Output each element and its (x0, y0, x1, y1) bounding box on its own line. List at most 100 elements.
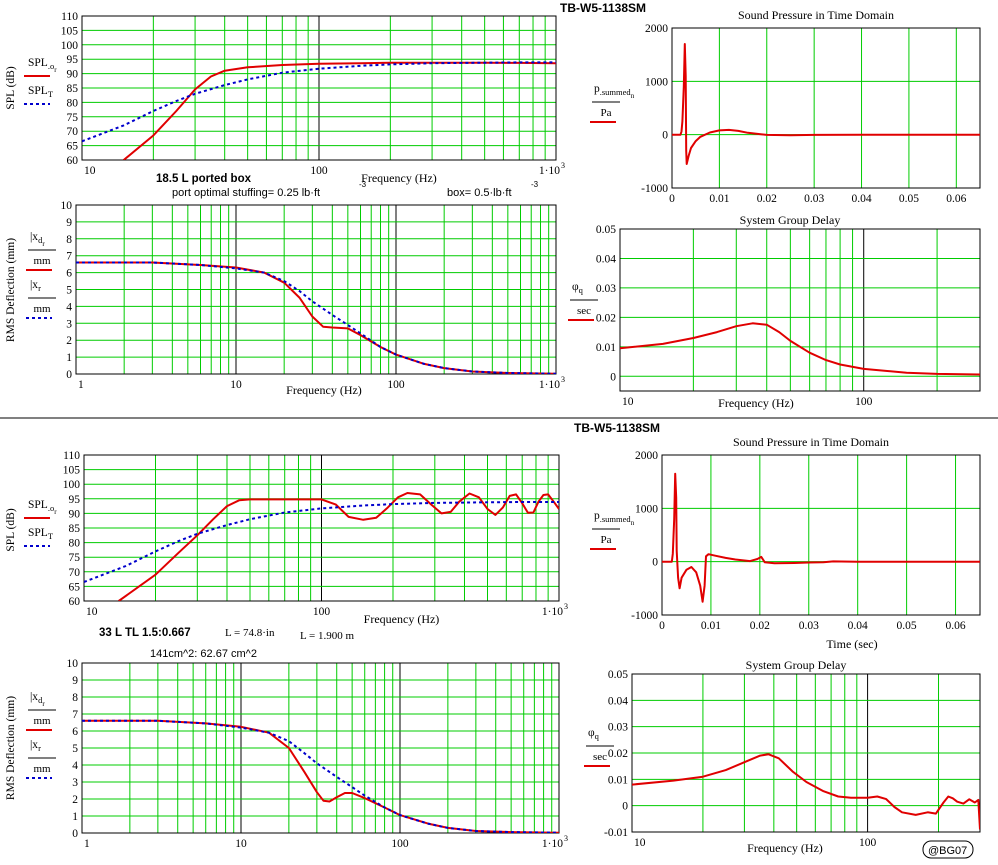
x-tick-label: 1·10 (542, 838, 563, 850)
x-axis-label: Frequency (Hz) (286, 383, 362, 397)
y-tick-label: 9 (72, 675, 78, 687)
x-tick-label: 0.01 (709, 193, 729, 205)
legend-sub: r (38, 283, 41, 293)
legend-label: |xr (30, 739, 41, 753)
y-tick-label: 10 (67, 658, 79, 670)
x-tick-exponent: 3 (561, 375, 565, 384)
x-axis-label: Frequency (Hz) (364, 612, 440, 626)
y-tick-label: 105 (63, 465, 81, 477)
y-tick-label: 2 (72, 794, 78, 806)
y-tick-label: 110 (63, 450, 80, 462)
y-tick-label: 80 (67, 97, 79, 109)
y-tick-label: 90 (67, 69, 79, 81)
x-tick-label: 10 (235, 838, 247, 850)
x-tick-label: 0.03 (804, 193, 824, 205)
y-tick-label: 6 (66, 268, 72, 280)
tl-length-m: L = 1.900 m (300, 630, 355, 642)
legend-denominator: Pa (601, 107, 612, 119)
group-delay-chart-bottom: -0.01 0 0.01 0.02 0.03 0.04 0.05 10 100 System Gr… (584, 658, 981, 855)
series-line-SPL_T (84, 501, 559, 583)
y-tick-label: 1 (66, 352, 72, 364)
y-tick-label: 8 (72, 692, 78, 704)
plot-frame (81, 15, 557, 161)
y-axis-label: SPL (dB) (5, 508, 17, 552)
y-tick-label: 0 (66, 369, 72, 381)
legend-sub2: r (54, 508, 57, 516)
y-tick-label: 0 (72, 828, 78, 840)
y-tick-label: 7 (72, 709, 78, 721)
x-tick-label: 0.03 (799, 620, 819, 632)
y-tick-label: 2 (66, 335, 72, 347)
x-tick-label: 100 (391, 838, 409, 850)
y-tick-label: 0.04 (596, 253, 616, 265)
y-tick-label: 10 (61, 200, 73, 212)
plot-frame (619, 228, 981, 392)
legend-label: |xdr (30, 231, 45, 248)
x-tick-label: 100 (859, 837, 877, 849)
y-tick-label: 0.03 (596, 283, 616, 295)
y-tick-label: -1000 (641, 183, 668, 195)
x-tick-label: 0.05 (897, 620, 917, 632)
y-tick-label: 110 (61, 11, 78, 23)
y-tick-label: 95 (69, 494, 81, 506)
y-tick-label: 80 (69, 538, 81, 550)
legend-denominator: mm (33, 255, 51, 267)
chart-title: System Group Delay (746, 658, 847, 672)
x-tick-label: 0.06 (945, 620, 965, 632)
box-stuffing-label: box= 0.5·lb·ft (447, 187, 512, 199)
y-tick-label: 9 (66, 217, 72, 229)
box-title: 18.5 L ported box (156, 173, 252, 185)
series-line-phi_q (620, 322, 980, 376)
x-tick-exponent: 3 (561, 161, 565, 170)
x-tick-label: 0.06 (946, 193, 966, 205)
legend-sub: d (38, 235, 43, 245)
legend-entry: |xr mm (26, 279, 56, 319)
x-tick-label: 1·10 (539, 379, 560, 391)
y-tick-label: 4 (66, 301, 72, 313)
series-line-p.summed_n (672, 43, 980, 165)
y-tick-label: 2000 (645, 23, 668, 35)
legend-sub: d (38, 695, 43, 705)
y-tick-label: 85 (67, 83, 79, 95)
y-tick-label: 65 (67, 141, 79, 153)
x-tick-label: 1·10 (542, 606, 563, 618)
series-line-x_r (82, 719, 559, 833)
x-tick-label: 0.05 (899, 193, 919, 205)
y-tick-label: 5 (72, 743, 78, 755)
x-tick-label: 0.02 (757, 193, 777, 205)
y-tick-label: 1000 (635, 503, 658, 515)
plot-frame (661, 454, 981, 616)
y-tick-label: 0.01 (596, 342, 616, 354)
y-tick-label: 3 (66, 318, 72, 330)
legend-entry: |xdr mm (26, 691, 56, 731)
x-axis-label: Frequency (Hz) (747, 841, 823, 855)
y-tick-label: 3 (72, 777, 78, 789)
x-axis-label: Time (sec) (826, 637, 877, 651)
legend-entry: φq sec (584, 727, 614, 767)
legend-entry: p.summedn Pa (590, 83, 635, 123)
legend-sub2: n (631, 92, 635, 100)
group-delay-chart-top: 0 0.01 0.02 0.03 0.04 0.05 10 100 System Group D… (568, 213, 981, 410)
y-tick-label: 4 (72, 760, 78, 772)
series-line-x_d_r (76, 261, 556, 374)
x-tick-label: 100 (313, 606, 331, 618)
legend-sub: T (48, 89, 54, 99)
x-tick-label: 0.04 (848, 620, 868, 632)
series-line-x_r (76, 261, 556, 374)
x-tick-exponent: 3 (564, 602, 568, 611)
y-tick-label: 70 (67, 126, 79, 138)
box-stuffing-exp: -3 (531, 180, 539, 189)
series-line-p.summed_n (662, 472, 980, 603)
legend-label: φq (572, 281, 584, 295)
x-tick-label: 10 (230, 379, 242, 391)
spl-chart-bottom: 60 65 70 75 80 85 90 95 100 105 110 10 100 1·10 3 Frequ… (5, 450, 568, 626)
legend-denominator: sec (577, 305, 591, 317)
legend-sub: .summed (600, 514, 632, 524)
y-axis-label: RMS Deflection (mm) (5, 696, 17, 800)
legend-entry: SPL.or (24, 499, 57, 519)
y-tick-label: 0.01 (608, 774, 628, 786)
